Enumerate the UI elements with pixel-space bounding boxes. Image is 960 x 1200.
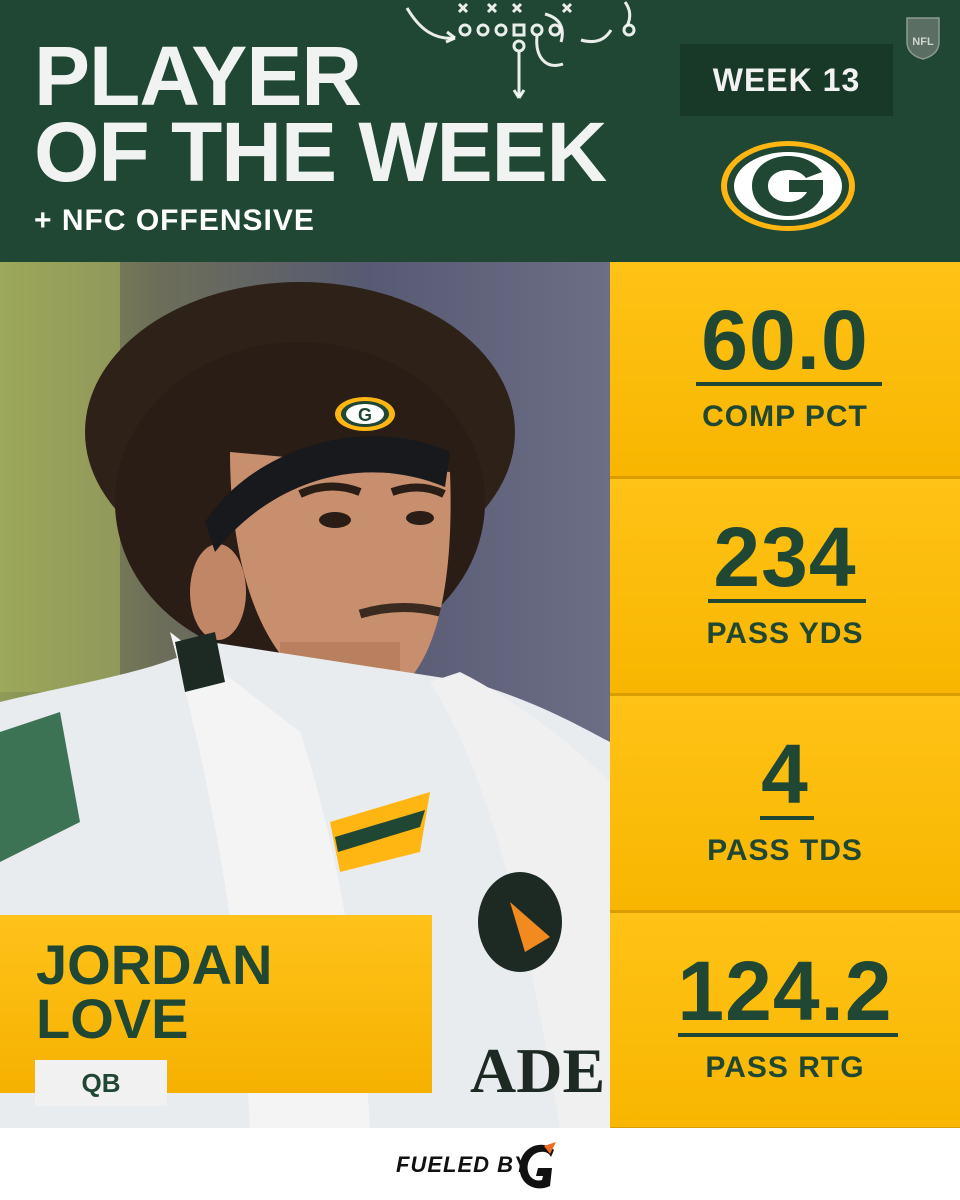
stat-pass-tds: 4 PASS TDS bbox=[610, 696, 960, 910]
stat-value: 124.2 bbox=[677, 944, 893, 1038]
page-title: PLAYER OF THE WEEK bbox=[34, 29, 607, 199]
award-subtitle: + NFC OFFENSIVE bbox=[34, 204, 315, 237]
gatorade-g-icon bbox=[519, 1142, 556, 1189]
stat-underline bbox=[696, 382, 882, 386]
footer bbox=[0, 1128, 960, 1200]
packers-g-logo-icon bbox=[721, 141, 855, 231]
svg-text:NFL: NFL bbox=[912, 36, 934, 48]
stat-underline bbox=[708, 599, 866, 603]
position-badge: QB bbox=[35, 1060, 167, 1106]
sponsor-text: FUELED BY bbox=[396, 1152, 530, 1177]
title-line-2: OF THE WEEK bbox=[34, 105, 607, 199]
stat-value: 60.0 bbox=[701, 293, 869, 387]
player-first-name: JORDAN bbox=[36, 933, 273, 996]
svg-text:G: G bbox=[358, 405, 372, 425]
player-last-name: LOVE bbox=[36, 987, 189, 1050]
title-line-1: PLAYER bbox=[34, 29, 362, 123]
stat-underline bbox=[760, 816, 814, 820]
header: PLAYER OF THE WEEK + NFC OFFENSIVE WEEK … bbox=[0, 0, 960, 262]
stat-underline bbox=[678, 1033, 898, 1037]
stat-comp-pct: 60.0 COMP PCT bbox=[610, 262, 960, 476]
play-diagram-icon bbox=[405, 1, 636, 99]
svg-text:ADE: ADE bbox=[470, 1035, 605, 1106]
stat-label: COMP PCT bbox=[702, 400, 868, 433]
stats-panel: 60.0 COMP PCT 234 PASS YDS 4 PASS TDS 12… bbox=[610, 262, 960, 1128]
nfl-shield-icon: NFL bbox=[906, 17, 940, 60]
stat-label: PASS RTG bbox=[705, 1051, 865, 1084]
stat-label: PASS TDS bbox=[707, 834, 863, 867]
stat-pass-yds: 234 PASS YDS bbox=[610, 479, 960, 693]
stat-pass-rtg: 124.2 PASS RTG bbox=[610, 913, 960, 1127]
stat-label: PASS YDS bbox=[706, 617, 864, 650]
player-name: JORDAN LOVE bbox=[36, 933, 273, 1050]
stat-value: 4 bbox=[761, 727, 809, 821]
week-badge: WEEK 13 bbox=[680, 44, 893, 116]
stat-value: 234 bbox=[713, 510, 857, 604]
